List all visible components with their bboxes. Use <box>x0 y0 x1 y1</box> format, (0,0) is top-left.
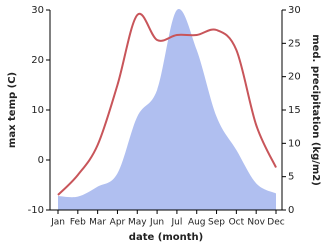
x-tick-label: Apr <box>110 218 126 228</box>
y2-tick-label: 20 <box>288 72 301 83</box>
x-tick-label: Jul <box>170 218 182 228</box>
y2-tick-label: 5 <box>288 172 294 183</box>
x-tick-label: Jun <box>149 218 164 228</box>
y-tick-label: 0 <box>38 155 44 166</box>
x-tick-label: Jan <box>50 218 65 228</box>
x-tick-label: Aug <box>188 218 206 228</box>
precipitation-area <box>58 9 276 210</box>
x-tick-label: Oct <box>229 218 245 228</box>
y2-tick-label: 15 <box>288 105 301 116</box>
y-tick-label: 20 <box>31 55 44 66</box>
x-axis-title: date (month) <box>129 232 203 243</box>
y-axis-title: max temp (C) <box>7 72 18 148</box>
y2-tick-label: 30 <box>288 5 301 16</box>
y-tick-label: 30 <box>31 5 44 16</box>
x-tick-label: Dec <box>267 218 284 228</box>
temperature-line <box>57 12 277 196</box>
y2-tick-label: 25 <box>288 38 301 49</box>
x-tick-label: Nov <box>247 218 265 228</box>
x-tick-label: Mar <box>89 218 106 228</box>
x-tick-label: Sep <box>208 218 225 228</box>
y-tick-label: 10 <box>31 105 44 116</box>
y2-tick-label: 10 <box>288 138 301 149</box>
y2-tick-label: 0 <box>288 205 294 216</box>
y-tick-label: -10 <box>28 205 44 216</box>
x-tick-label: May <box>128 218 147 228</box>
x-tick-label: Feb <box>70 218 86 228</box>
y2-axis-title: med. precipitation (kg/m2) <box>310 34 321 186</box>
